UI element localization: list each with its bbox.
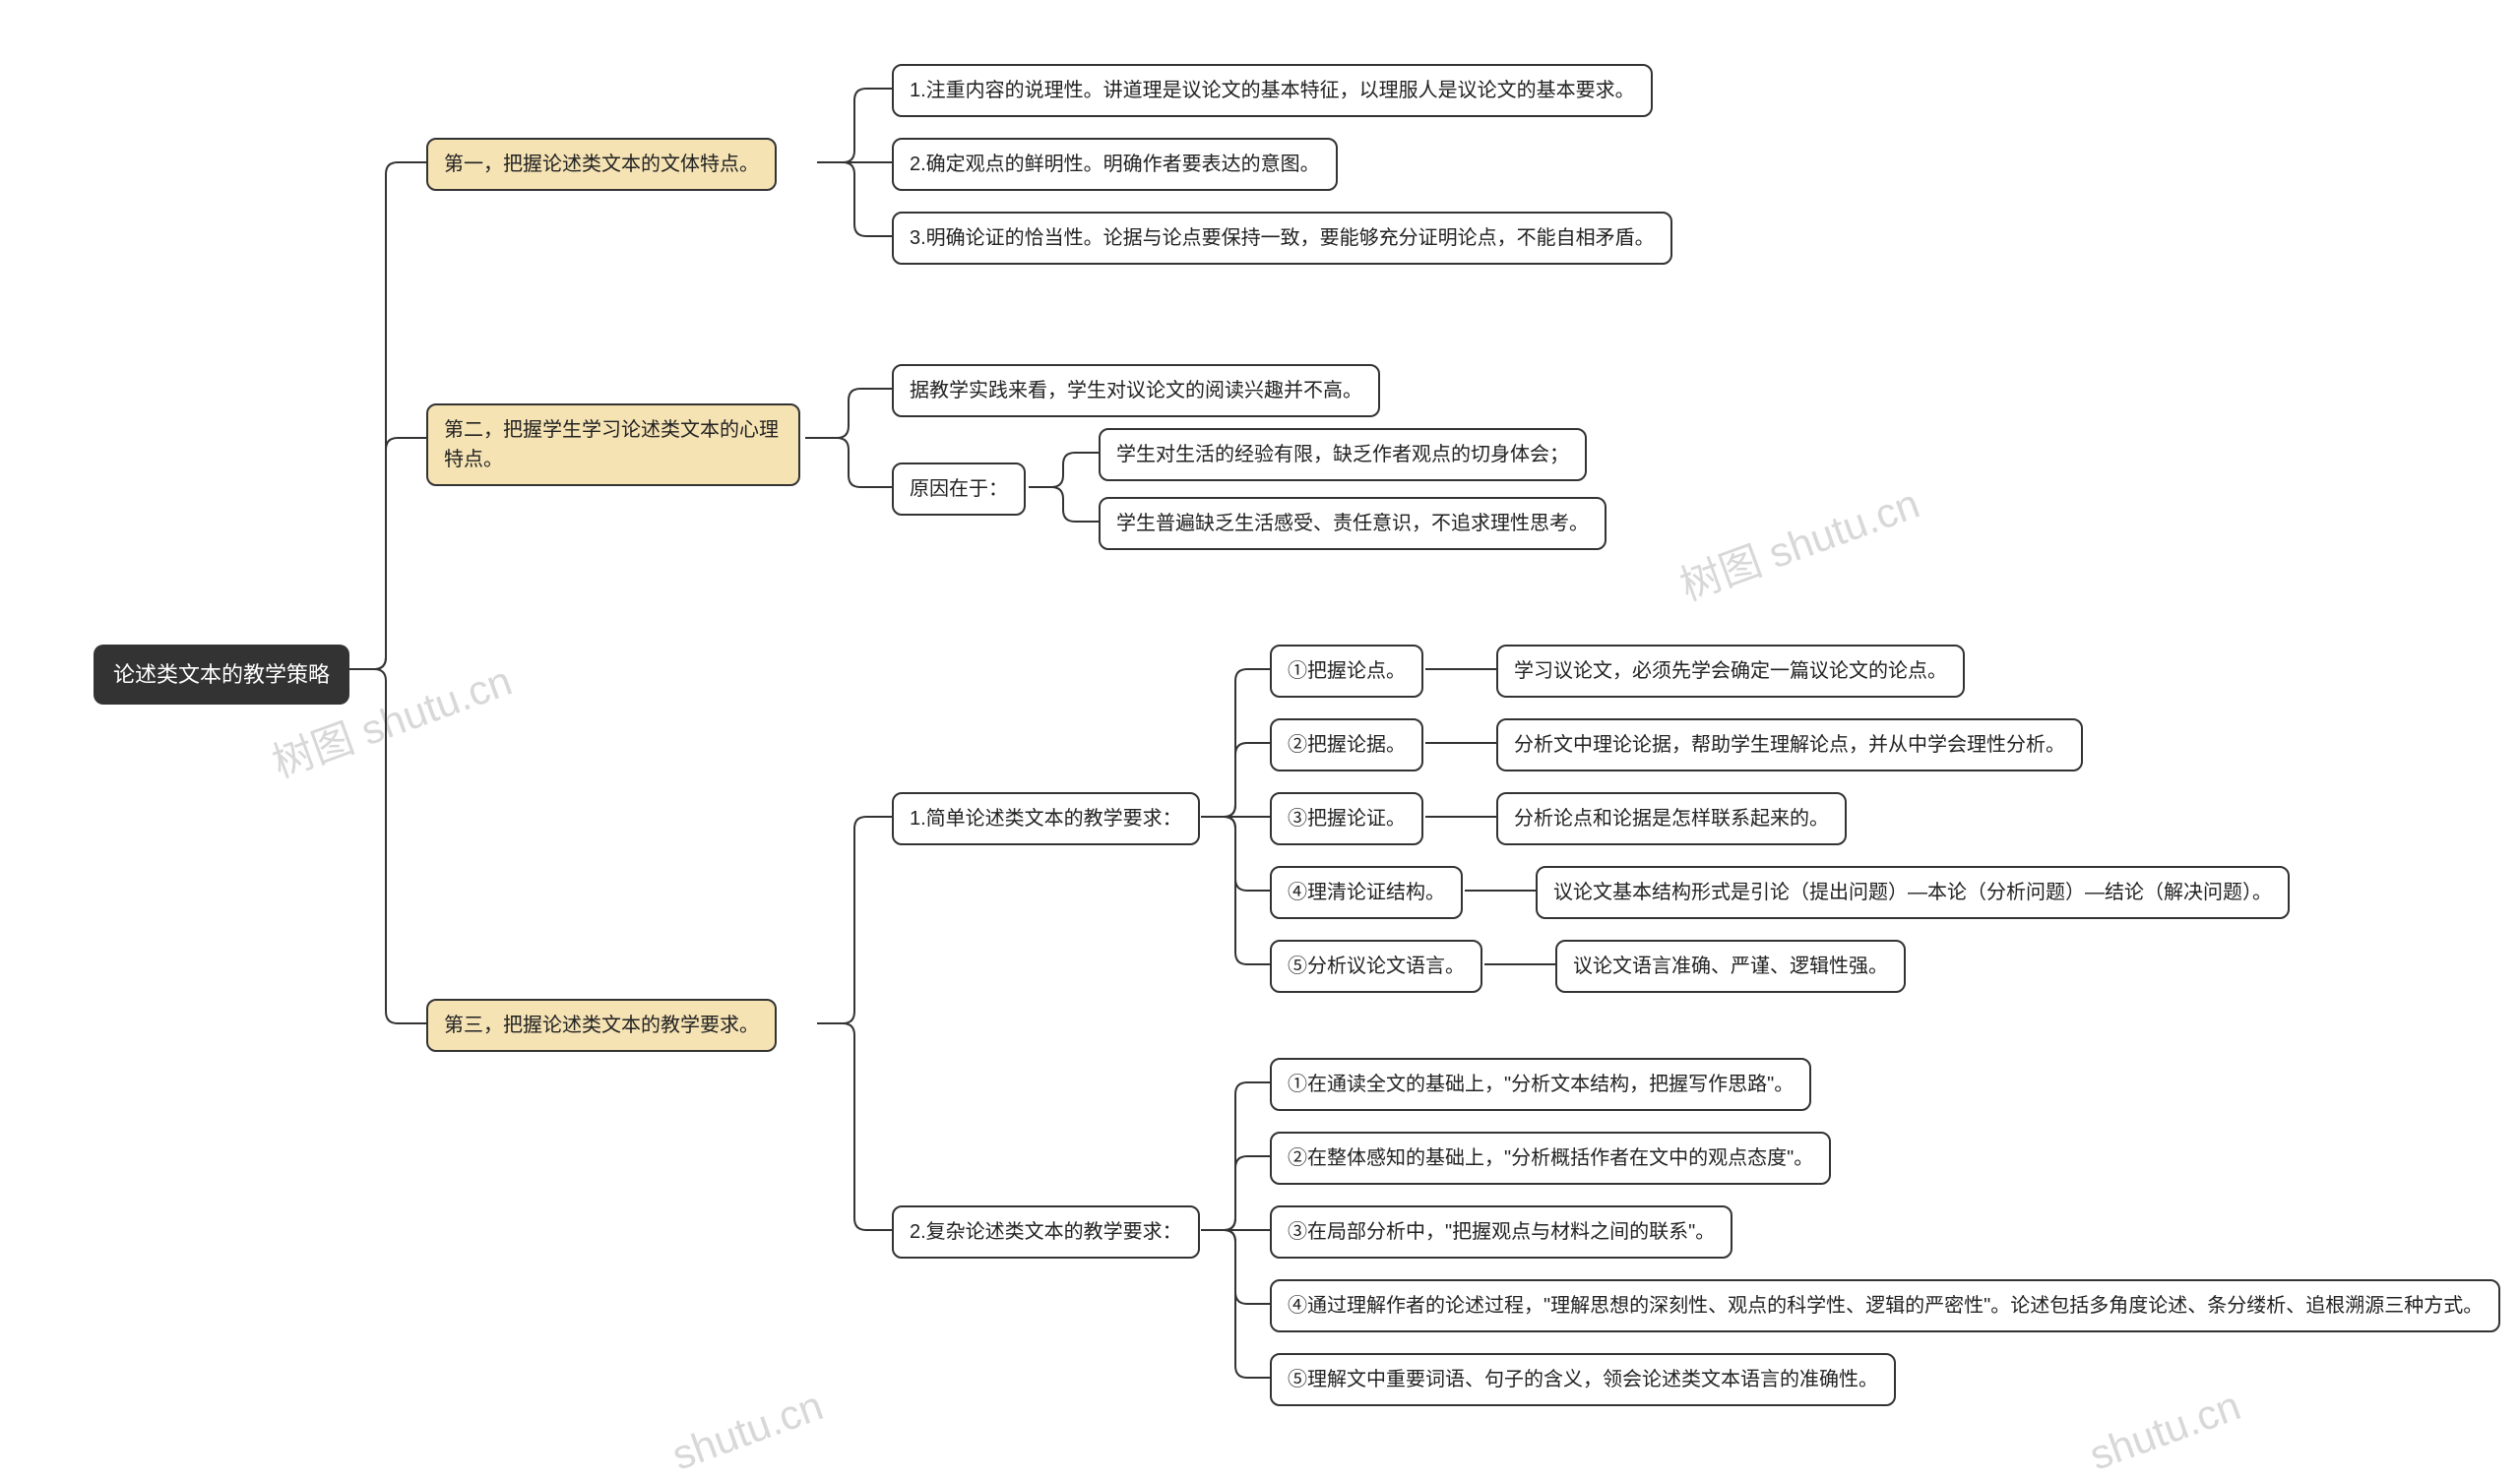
b3s1-item-5[interactable]: ⑤分析议论文语言。 [1270,940,1482,993]
watermark: shutu.cn [2084,1382,2247,1479]
branch-1-child-3[interactable]: 3.明确论证的恰当性。论据与论点要保持一致，要能够充分证明论点，不能自相矛盾。 [892,212,1672,265]
b3s1-item-1-note[interactable]: 学习议论文，必须先学会确定一篇议论文的论点。 [1496,645,1965,698]
b3s2-item-2[interactable]: ②在整体感知的基础上，"分析概括作者在文中的观点态度"。 [1270,1132,1831,1185]
branch-3-sub-1[interactable]: 1.简单论述类文本的教学要求： [892,792,1200,845]
b3s1-item-2-note[interactable]: 分析文中理论论据，帮助学生理解论点，并从中学会理性分析。 [1496,718,2083,771]
b3s1-item-3[interactable]: ③把握论证。 [1270,792,1423,845]
branch-2-reason-2[interactable]: 学生普遍缺乏生活感受、责任意识，不追求理性思考。 [1099,497,1606,550]
branch-1[interactable]: 第一，把握论述类文本的文体特点。 [426,138,777,191]
b3s1-item-4[interactable]: ④理清论证结构。 [1270,866,1463,919]
b3s2-item-5[interactable]: ⑤理解文中重要词语、句子的含义，领会论述类文本语言的准确性。 [1270,1353,1896,1406]
watermark: shutu.cn [666,1382,830,1479]
branch-2[interactable]: 第二，把握学生学习论述类文本的心理特点。 [426,403,800,486]
b3s1-item-3-note[interactable]: 分析论点和论据是怎样联系起来的。 [1496,792,1847,845]
root-node[interactable]: 论述类文本的教学策略 [94,645,349,705]
b3s2-item-4[interactable]: ④通过理解作者的论述过程，"理解思想的深刻性、观点的科学性、逻辑的严密性"。论述… [1270,1279,2500,1332]
branch-3[interactable]: 第三，把握论述类文本的教学要求。 [426,999,777,1052]
b3s1-item-5-note[interactable]: 议论文语言准确、严谨、逻辑性强。 [1555,940,1906,993]
b3s2-item-3[interactable]: ③在局部分析中，"把握观点与材料之间的联系"。 [1270,1205,1732,1259]
b3s1-item-2[interactable]: ②把握论据。 [1270,718,1423,771]
branch-2-child-2[interactable]: 原因在于： [892,462,1026,516]
b3s1-item-4-note[interactable]: 议论文基本结构形式是引论（提出问题）—本论（分析问题）—结论（解决问题）。 [1536,866,2290,919]
branch-1-child-1[interactable]: 1.注重内容的说理性。讲道理是议论文的基本特征，以理服人是议论文的基本要求。 [892,64,1653,117]
branch-1-child-2[interactable]: 2.确定观点的鲜明性。明确作者要表达的意图。 [892,138,1338,191]
b3s1-item-1[interactable]: ①把握论点。 [1270,645,1423,698]
branch-2-reason-1[interactable]: 学生对生活的经验有限，缺乏作者观点的切身体会； [1099,428,1587,481]
watermark: 树图 shutu.cn [1670,470,1926,612]
branch-3-sub-2[interactable]: 2.复杂论述类文本的教学要求： [892,1205,1200,1259]
branch-2-child-1[interactable]: 据教学实践来看，学生对议论文的阅读兴趣并不高。 [892,364,1380,417]
b3s2-item-1[interactable]: ①在通读全文的基础上，"分析文本结构，把握写作思路"。 [1270,1058,1811,1111]
